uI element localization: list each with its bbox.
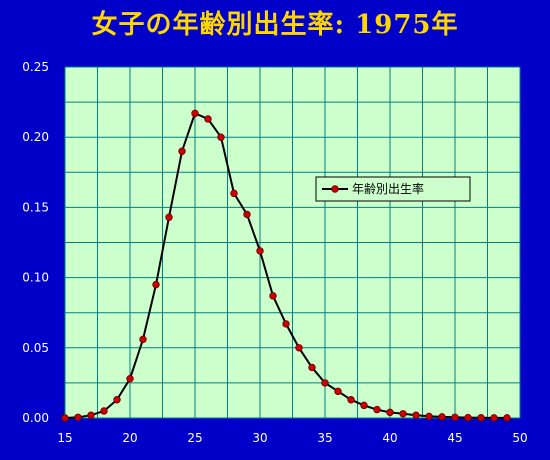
data-point (490, 414, 498, 422)
y-tick-label: 0.05 (22, 341, 49, 355)
x-tick-label: 35 (317, 431, 332, 445)
x-tick-label: 30 (252, 431, 267, 445)
y-axis: 0.00 0.05 0.10 0.15 0.20 0.25 (22, 60, 49, 425)
data-point (178, 147, 186, 155)
data-point (152, 280, 160, 289)
data-point (399, 410, 407, 418)
data-point (386, 408, 394, 417)
data-point (217, 133, 225, 141)
data-point (191, 109, 199, 118)
y-tick-label: 0.00 (22, 411, 49, 425)
grid-lines (64, 66, 521, 419)
data-point (321, 379, 329, 387)
data-point (334, 387, 342, 396)
data-point (256, 247, 264, 255)
data-point (503, 414, 511, 422)
data-point (165, 213, 173, 221)
data-point (464, 413, 472, 422)
x-tick-label: 45 (447, 431, 462, 445)
chart-title: 女子の年齢別出生率: 1975年 (91, 10, 459, 40)
data-point (74, 413, 82, 421)
x-axis: 15 20 25 30 35 40 45 50 (57, 431, 527, 445)
data-point (373, 405, 381, 414)
data-point (126, 374, 134, 383)
data-point (347, 396, 355, 404)
data-point (295, 344, 303, 352)
series-layer (61, 109, 511, 422)
data-point (100, 407, 108, 415)
y-tick-label: 0.20 (22, 130, 49, 144)
x-tick-label: 25 (187, 431, 202, 445)
y-tick-label: 0.15 (22, 200, 49, 214)
y-tick-label: 0.25 (22, 60, 49, 74)
data-point (139, 335, 147, 344)
data-point (113, 396, 121, 404)
legend-label: 年齢別出生率 (352, 181, 424, 196)
data-point (204, 115, 212, 123)
legend: 年齢別出生率 (315, 176, 471, 202)
data-point (438, 413, 446, 421)
x-tick-label: 20 (122, 431, 137, 445)
x-tick-label: 15 (57, 431, 72, 445)
data-point (451, 413, 459, 421)
legend-marker (331, 185, 339, 193)
data-point (282, 320, 290, 328)
data-point (87, 411, 95, 419)
data-point (412, 411, 420, 419)
data-point (230, 189, 238, 198)
x-tick-label: 50 (512, 431, 527, 445)
data-point (243, 210, 251, 219)
data-point (425, 412, 433, 421)
data-point (269, 292, 277, 300)
data-point (61, 414, 69, 422)
data-point (308, 363, 316, 372)
data-point (360, 401, 368, 410)
y-tick-label: 0.10 (22, 271, 49, 285)
data-point (477, 414, 485, 422)
x-tick-label: 40 (382, 431, 397, 445)
